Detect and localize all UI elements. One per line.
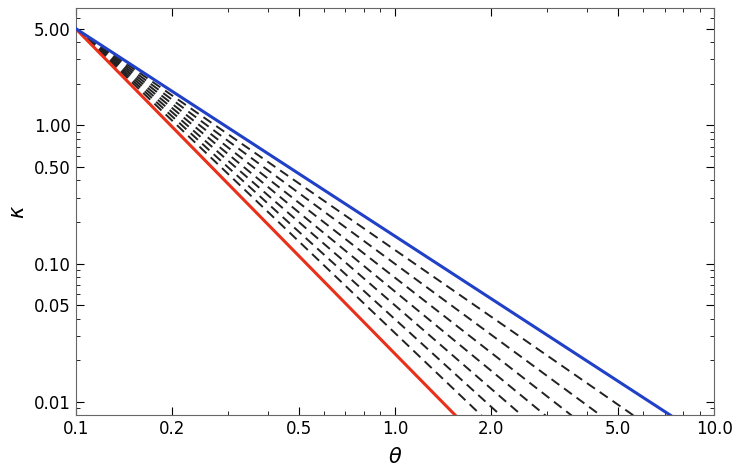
X-axis label: $\theta$: $\theta$: [388, 446, 402, 466]
Y-axis label: $\kappa$: $\kappa$: [8, 205, 28, 219]
